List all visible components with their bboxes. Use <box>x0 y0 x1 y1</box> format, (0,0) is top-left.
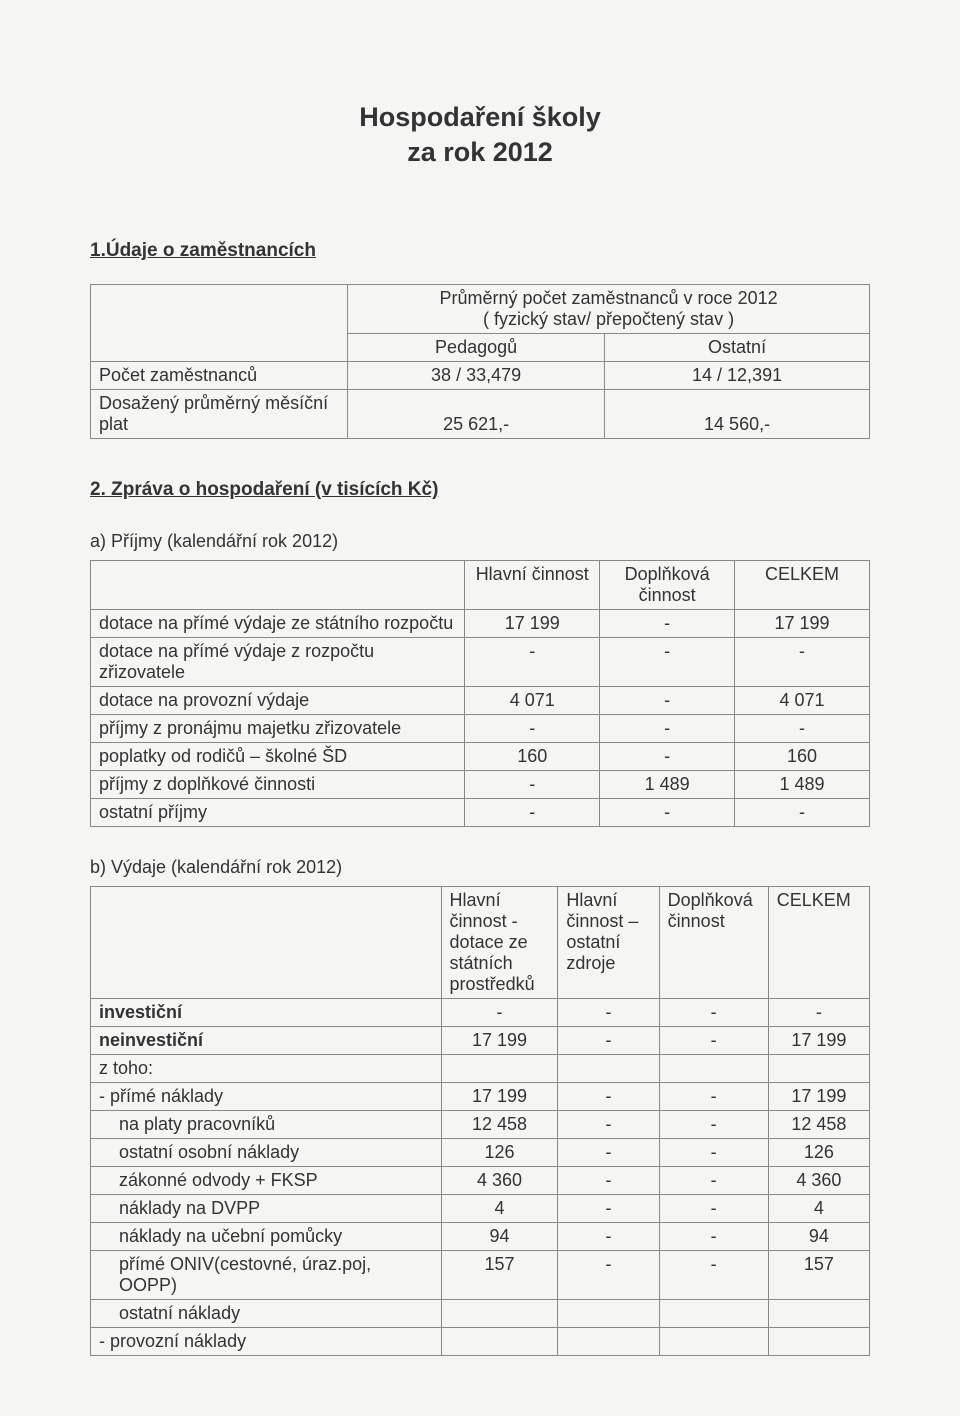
t1-header-main: Průměrný počet zaměstnanců v roce 2012 (… <box>348 285 870 334</box>
table-row: zákonné odvody + FKSP4 360--4 360 <box>91 1167 870 1195</box>
employees-table: Průměrný počet zaměstnanců v roce 2012 (… <box>90 284 870 439</box>
income-table: Hlavní činnost Doplňková činnost CELKEM … <box>90 560 870 827</box>
table-row: - provozní náklady <box>91 1328 870 1356</box>
expenses-table: Hlavní činnost - dotace ze státních pros… <box>90 886 870 1356</box>
page-title: Hospodaření školy za rok 2012 <box>90 100 870 170</box>
table-row: investiční---- <box>91 999 870 1027</box>
table-row: dotace na provozní výdaje4 071-4 071 <box>91 687 870 715</box>
table-row: z toho: <box>91 1055 870 1083</box>
section-1-heading: 1.Údaje o zaměstnancích <box>90 240 870 262</box>
t1-col-a: Pedagogů <box>348 334 605 362</box>
table-row: dotace na přímé výdaje ze státního rozpo… <box>91 610 870 638</box>
table-row: náklady na učební pomůcky94--94 <box>91 1223 870 1251</box>
title-line-2: za rok 2012 <box>407 137 553 167</box>
table-row: dotace na přímé výdaje z rozpočtu zřizov… <box>91 638 870 687</box>
table-row: Dosažený průměrný měsíční plat 25 621,- … <box>91 390 870 439</box>
table-row: Počet zaměstnanců 38 / 33,479 14 / 12,39… <box>91 362 870 390</box>
table-row: - přímé náklady17 199--17 199 <box>91 1083 870 1111</box>
section-2-heading: 2. Zpráva o hospodaření (v tisících Kč) <box>90 479 870 501</box>
table-row: ostatní osobní náklady126--126 <box>91 1139 870 1167</box>
title-line-1: Hospodaření školy <box>359 102 601 132</box>
table-row: příjmy z doplňkové činnosti-1 4891 489 <box>91 771 870 799</box>
part-a-caption: a) Příjmy (kalendářní rok 2012) <box>90 531 870 552</box>
table-row: přímé ONIV(cestovné, úraz.poj, OOPP)157-… <box>91 1251 870 1300</box>
part-b-caption: b) Výdaje (kalendářní rok 2012) <box>90 857 870 878</box>
table-row: poplatky od rodičů – školné ŠD160-160 <box>91 743 870 771</box>
table-row: neinvestiční17 199--17 199 <box>91 1027 870 1055</box>
table-row: příjmy z pronájmu majetku zřizovatele--- <box>91 715 870 743</box>
table-row: ostatní náklady <box>91 1300 870 1328</box>
table-row: ostatní příjmy--- <box>91 799 870 827</box>
table-row: náklady na DVPP4--4 <box>91 1195 870 1223</box>
table-row: na platy pracovníků12 458--12 458 <box>91 1111 870 1139</box>
t1-col-b: Ostatní <box>605 334 870 362</box>
